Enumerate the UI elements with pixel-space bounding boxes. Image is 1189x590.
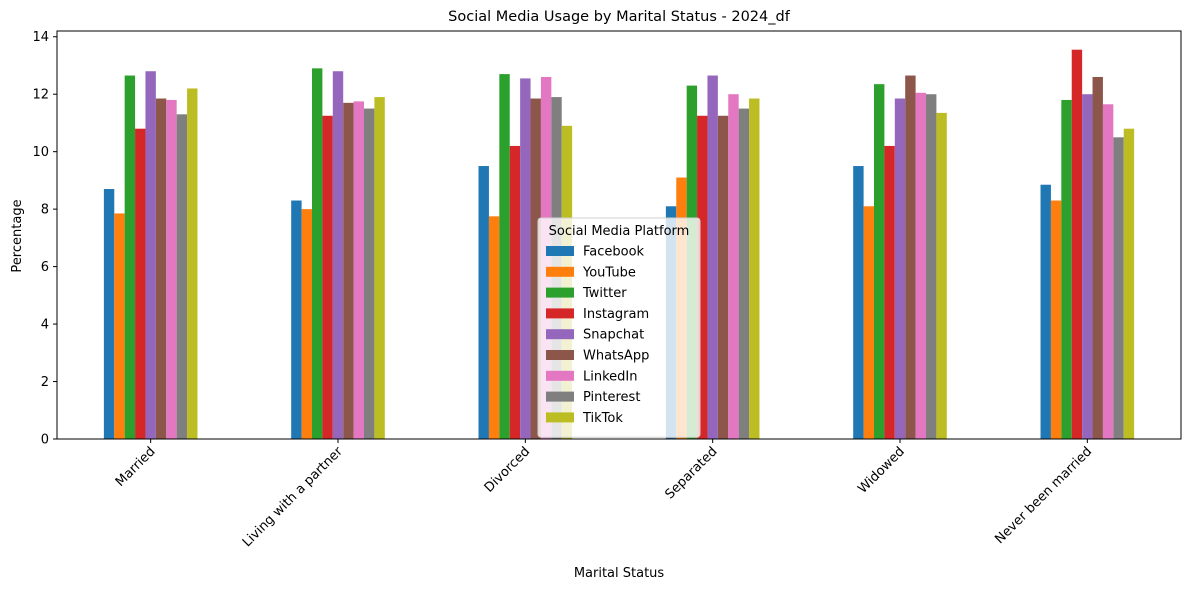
bar-instagram-1 <box>135 128 146 439</box>
x-axis-label: Marital Status <box>574 566 665 581</box>
bar-facebook-6 <box>1040 184 1051 439</box>
bars-group <box>103 49 1135 440</box>
y-tick-label: 2 <box>41 375 49 390</box>
bar-whatsapp-5 <box>905 75 916 439</box>
legend-swatch-instagram <box>546 308 574 319</box>
legend-swatch-youtube <box>546 266 574 277</box>
bar-pinterest-2 <box>364 108 375 439</box>
bar-youtube-1 <box>114 213 125 439</box>
bar-twitter-2 <box>312 68 323 439</box>
bar-snapchat-6 <box>1082 94 1093 440</box>
y-tick-label: 0 <box>41 433 49 448</box>
legend-box <box>537 217 701 438</box>
bar-linkedin-6 <box>1102 104 1114 440</box>
bar-youtube-2 <box>301 209 312 439</box>
bar-tiktok-5 <box>936 112 947 439</box>
y-axis-label: Percentage <box>10 199 25 272</box>
bar-instagram-5 <box>884 145 895 439</box>
bar-facebook-1 <box>103 189 115 439</box>
bar-pinterest-4 <box>738 108 750 439</box>
legend-swatch-twitter <box>546 287 574 298</box>
bar-instagram-3 <box>509 145 521 439</box>
bar-linkedin-4 <box>728 94 739 440</box>
bar-whatsapp-1 <box>155 98 167 440</box>
bar-facebook-5 <box>853 166 864 440</box>
bar-youtube-3 <box>488 216 500 439</box>
bar-pinterest-5 <box>926 94 937 440</box>
bar-linkedin-5 <box>915 92 926 440</box>
bar-linkedin-1 <box>166 99 177 440</box>
legend-swatch-whatsapp <box>546 350 574 360</box>
plot-frame <box>56 30 1182 440</box>
legend-label-instagram: Instagram <box>583 307 649 322</box>
y-tick-label: 12 <box>32 88 49 103</box>
bar-tiktok-2 <box>374 97 385 439</box>
legend-swatch-pinterest <box>546 391 574 402</box>
bar-instagram-4 <box>697 115 708 439</box>
bar-pinterest-1 <box>176 114 188 439</box>
bar-tiktok-4 <box>749 98 760 440</box>
y-tick-label: 6 <box>41 260 49 275</box>
legend-swatch-facebook <box>546 246 574 256</box>
y-tick-label: 14 <box>32 30 49 45</box>
bar-linkedin-2 <box>353 101 364 439</box>
bar-twitter-3 <box>499 74 510 439</box>
legend-label-facebook: Facebook <box>583 245 645 260</box>
bar-whatsapp-3 <box>530 98 541 440</box>
bar-pinterest-6 <box>1113 137 1124 439</box>
bar-tiktok-6 <box>1123 128 1135 439</box>
bar-facebook-2 <box>291 200 302 439</box>
legend-label-youtube: YouTube <box>582 265 636 280</box>
bar-twitter-1 <box>124 75 136 439</box>
legend-swatch-linkedin <box>546 370 574 381</box>
bar-twitter-5 <box>874 84 885 440</box>
bar-snapchat-1 <box>145 71 156 439</box>
bar-instagram-6 <box>1071 49 1083 440</box>
bar-snapchat-2 <box>332 71 344 439</box>
bar-youtube-5 <box>863 206 874 439</box>
legend-label-pinterest: Pinterest <box>583 390 640 405</box>
bar-whatsapp-6 <box>1092 76 1103 439</box>
legend-label-whatsapp: WhatsApp <box>583 349 649 364</box>
legend-title: Social Media Platform <box>549 224 690 239</box>
y-tick-label: 4 <box>41 318 49 333</box>
bar-snapchat-4 <box>707 75 718 439</box>
legend-label-tiktok: TikTok <box>582 411 623 426</box>
legend-label-linkedin: LinkedIn <box>583 369 637 384</box>
bar-whatsapp-4 <box>717 115 729 439</box>
legend: Social Media Platform Facebook YouTube Twit… <box>537 217 701 438</box>
bar-twitter-6 <box>1061 99 1072 440</box>
legend-label-twitter: Twitter <box>582 286 627 301</box>
legend-swatch-tiktok <box>546 412 574 423</box>
bar-tiktok-1 <box>187 88 198 440</box>
chart-title: Social Media Usage by Marital Status - 2… <box>448 9 791 25</box>
bar-instagram-2 <box>322 115 333 439</box>
y-tick-label: 8 <box>41 203 49 218</box>
bar-snapchat-5 <box>894 98 906 440</box>
bar-whatsapp-2 <box>343 102 354 439</box>
y-tick-label: 10 <box>32 145 49 160</box>
legend-label-snapchat: Snapchat <box>583 328 644 343</box>
bar-youtube-6 <box>1050 200 1062 439</box>
bar-snapchat-3 <box>520 78 531 439</box>
bar-facebook-3 <box>478 166 489 440</box>
legend-swatch-snapchat <box>546 329 574 340</box>
